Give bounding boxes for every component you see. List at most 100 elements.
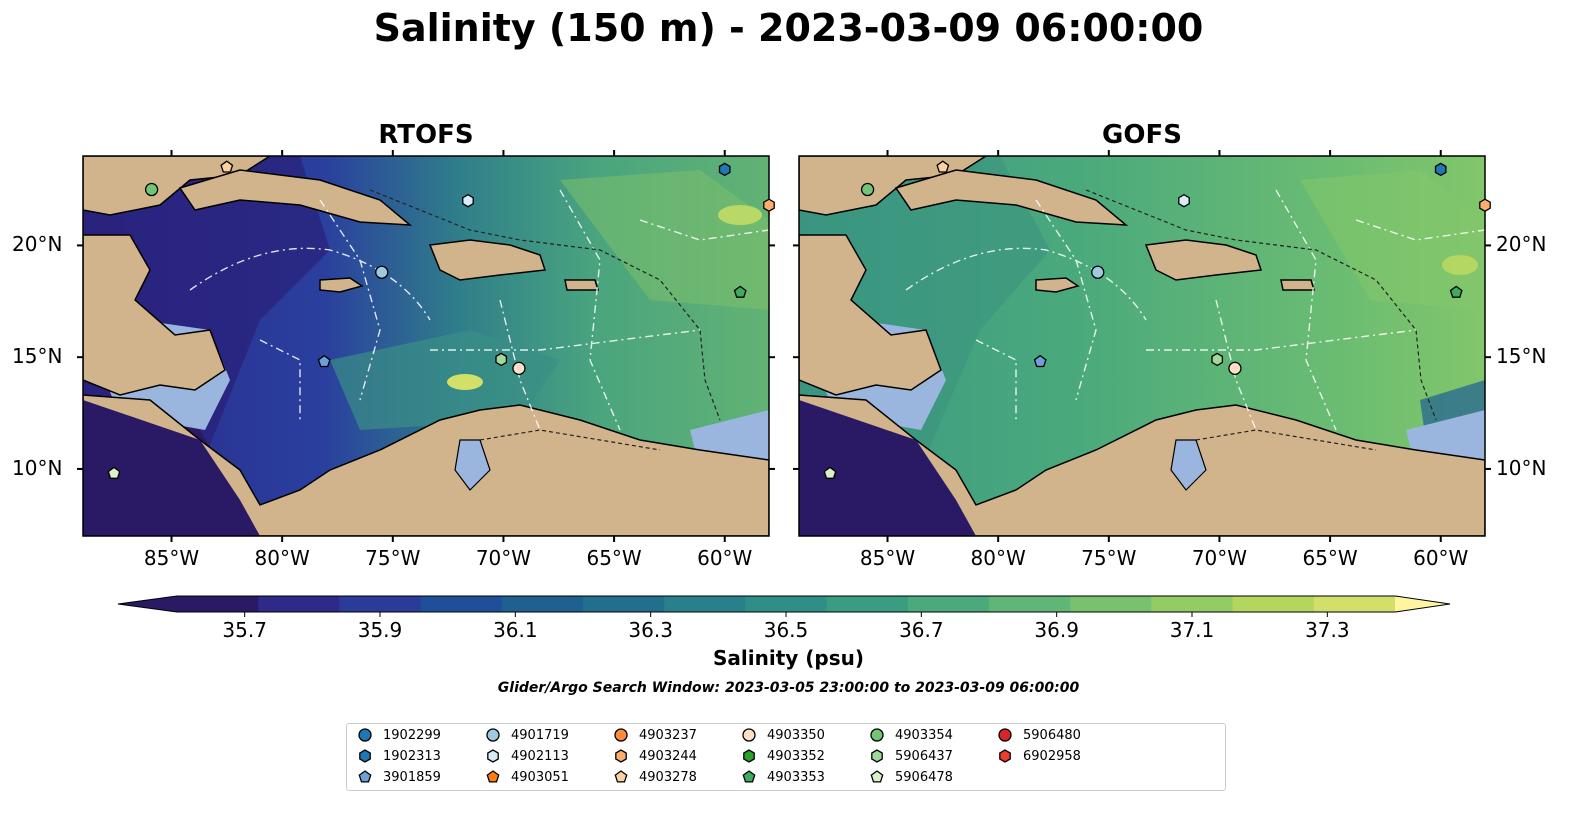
legend-item-5906478: 5906478 bbox=[869, 769, 953, 785]
colorbar bbox=[117, 595, 1451, 617]
legend-item-5906480: 5906480 bbox=[997, 727, 1081, 743]
legend-item-1902313: 1902313 bbox=[357, 748, 441, 764]
legend-item-3901859: 3901859 bbox=[357, 769, 441, 785]
colorbar-tick-label: 36.9 bbox=[1034, 618, 1079, 642]
pentagon-marker-icon bbox=[742, 770, 756, 783]
panel-title-left: RTOFS bbox=[378, 120, 474, 150]
land-hispaniola bbox=[428, 239, 547, 281]
float-marker-4903244 bbox=[763, 198, 775, 212]
hexagon-marker-icon bbox=[615, 749, 627, 763]
panel-frame-right bbox=[798, 155, 1486, 537]
legend-item-4903051: 4903051 bbox=[485, 769, 569, 785]
lat-tick-label-left: 20°N bbox=[12, 232, 63, 257]
legend-label: 3901859 bbox=[383, 769, 441, 785]
float-marker-4902113 bbox=[1178, 193, 1190, 208]
lon-tick-label: 60°W bbox=[1413, 546, 1469, 570]
float-marker-4903350 bbox=[512, 361, 526, 376]
circle-marker-icon bbox=[870, 728, 884, 742]
colorbar-extend-low bbox=[118, 596, 177, 612]
legend-item-4903353: 4903353 bbox=[741, 769, 825, 785]
depth-contours bbox=[1085, 189, 1437, 451]
legend-marker bbox=[359, 749, 371, 763]
lon-tick-label: 65°W bbox=[586, 546, 642, 570]
legend-label: 1902299 bbox=[383, 727, 441, 743]
lat-tick-label-left: 15°N bbox=[12, 344, 63, 369]
legend-item-4903352: 4903352 bbox=[741, 748, 825, 764]
colorbar-swatch bbox=[583, 596, 665, 612]
lon-tick-label: 75°W bbox=[365, 546, 421, 570]
hexagon-marker-icon bbox=[999, 749, 1011, 763]
colorbar-swatch bbox=[907, 596, 990, 612]
lat-tick-label-right: 15°N bbox=[1496, 344, 1547, 369]
map-panels bbox=[77, 150, 1491, 542]
colorbar-swatch bbox=[420, 596, 503, 612]
pacific-ocean bbox=[83, 400, 260, 536]
colorbar-extend-high bbox=[1395, 596, 1450, 612]
float-legend: 1902299 1902313 3901859 4901719 4902113 49030… bbox=[346, 723, 1226, 791]
map-gofs bbox=[799, 156, 1485, 536]
float-marker-4903354 bbox=[144, 182, 159, 197]
colorbar-swatch bbox=[1232, 596, 1315, 612]
panel-frame-left bbox=[82, 155, 770, 537]
legend-marker bbox=[615, 749, 627, 763]
legend-label: 4903051 bbox=[511, 769, 569, 785]
legend-label: 5906480 bbox=[1023, 727, 1081, 743]
legend-marker bbox=[742, 728, 756, 742]
float-marker-1902313 bbox=[1434, 162, 1447, 177]
circle-marker-icon bbox=[486, 728, 500, 742]
circle-marker-icon bbox=[358, 728, 372, 742]
land-central-america-north bbox=[83, 234, 226, 396]
eez-boundaries bbox=[189, 189, 769, 431]
land-cuba bbox=[178, 169, 413, 226]
colorbar-swatch bbox=[745, 596, 828, 612]
eez-boundaries bbox=[905, 189, 1485, 431]
lake-maracaibo bbox=[1170, 439, 1207, 491]
depth-contours bbox=[369, 189, 721, 451]
hexagon-marker-icon bbox=[743, 749, 755, 763]
legend-label: 4903237 bbox=[639, 727, 697, 743]
lat-tick-label-left: 10°N bbox=[12, 455, 63, 480]
pentagon-marker-icon bbox=[486, 770, 500, 783]
colorbar-tick-label: 36.7 bbox=[899, 618, 944, 642]
colorbar-tick-label: 36.3 bbox=[628, 618, 673, 642]
legend-item-4903278: 4903278 bbox=[613, 769, 697, 785]
float-marker-4901719 bbox=[1091, 265, 1105, 279]
lon-tick-label: 60°W bbox=[697, 546, 753, 570]
legend-item-1902299: 1902299 bbox=[357, 727, 441, 743]
colorbar-label: Salinity (psu) bbox=[712, 646, 864, 670]
land-jamaica bbox=[1035, 277, 1080, 293]
legend-marker bbox=[487, 749, 499, 763]
legend-marker bbox=[743, 749, 755, 763]
colorbar-swatch bbox=[664, 596, 746, 612]
float-marker-4902113 bbox=[462, 193, 474, 208]
legend-item-4903350: 4903350 bbox=[741, 727, 825, 743]
land-central-america-north bbox=[799, 234, 942, 396]
land-south-america bbox=[83, 394, 769, 536]
map-rtofs bbox=[83, 156, 769, 536]
float-marker-3901859 bbox=[1033, 354, 1047, 368]
search-window-text: Glider/Argo Search Window: 2023-03-05 23… bbox=[497, 680, 1080, 696]
saline-patch-east bbox=[1300, 170, 1485, 310]
lon-tick-label: 65°W bbox=[1302, 546, 1358, 570]
float-marker-5906437 bbox=[495, 352, 508, 367]
colorbar-swatch bbox=[1313, 596, 1396, 612]
float-marker-4903353 bbox=[1449, 285, 1463, 298]
colorbar-tick-label: 36.5 bbox=[763, 618, 809, 642]
legend-marker bbox=[742, 770, 756, 783]
salinity-maximum bbox=[447, 374, 483, 390]
legend-label: 4903278 bbox=[639, 769, 697, 785]
lon-tick-label: 80°W bbox=[254, 546, 310, 570]
float-marker-5906437 bbox=[1211, 352, 1224, 367]
legend-item-4902113: 4902113 bbox=[485, 748, 569, 764]
legend-label: 1902313 bbox=[383, 748, 441, 764]
colorbar-swatch bbox=[1070, 596, 1152, 612]
colorbar-outline bbox=[117, 595, 1451, 613]
legend-marker bbox=[871, 749, 883, 763]
legend-marker bbox=[486, 770, 500, 783]
legend-marker bbox=[358, 770, 372, 783]
legend-label: 5906437 bbox=[895, 748, 953, 764]
legend-label: 4902113 bbox=[511, 748, 569, 764]
pentagon-marker-icon bbox=[870, 770, 884, 783]
lon-tick-label: 80°W bbox=[970, 546, 1026, 570]
land-jamaica bbox=[319, 277, 364, 293]
